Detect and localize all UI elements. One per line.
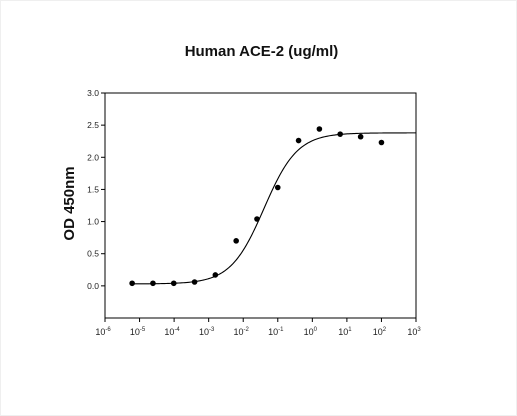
x-tick-label: 10-5 [130, 327, 146, 337]
plot-frame [104, 92, 417, 319]
x-tick-label: 103 [407, 327, 421, 337]
y-tick-label: 1.0 [87, 217, 99, 227]
y-axis-label: OD 450nm [61, 166, 78, 240]
y-tick-label: 2.0 [87, 152, 99, 162]
data-point [150, 280, 156, 287]
plot-area: 0.0 0.5 1.0 1.5 2.0 2.5 3.0 10-6 10-5 10-4 10-3 10-… [87, 88, 421, 337]
data-point [295, 137, 302, 144]
data-point [212, 272, 219, 278]
data-point [170, 280, 177, 287]
data-point [337, 131, 343, 137]
data-point [254, 216, 260, 222]
x-tick-label: 100 [304, 327, 318, 337]
data-point [378, 139, 385, 146]
y-tick-label: 1.5 [87, 184, 99, 194]
x-tick-label: 10-3 [199, 327, 215, 337]
x-tick-label: 10-6 [95, 327, 111, 337]
x-tick-label: 10-1 [268, 327, 284, 337]
data-point [233, 238, 239, 244]
x-tick-label: 10-2 [234, 327, 250, 337]
y-tick-label: 0.0 [87, 281, 99, 291]
data-point [357, 133, 364, 140]
data-point [274, 184, 281, 191]
fit-curve [130, 132, 417, 285]
x-tick-label: 10-4 [164, 327, 180, 337]
y-tick-label: 3.0 [87, 88, 99, 98]
data-point [316, 126, 323, 132]
x-tick-label: 101 [338, 327, 352, 337]
chart-title: Human ACE-2 (ug/ml) [185, 43, 339, 60]
y-tick-label: 0.5 [87, 249, 99, 259]
data-point [191, 279, 198, 285]
x-tick-label: 102 [373, 327, 387, 337]
data-point [129, 280, 135, 287]
y-tick-label: 2.5 [87, 120, 99, 130]
